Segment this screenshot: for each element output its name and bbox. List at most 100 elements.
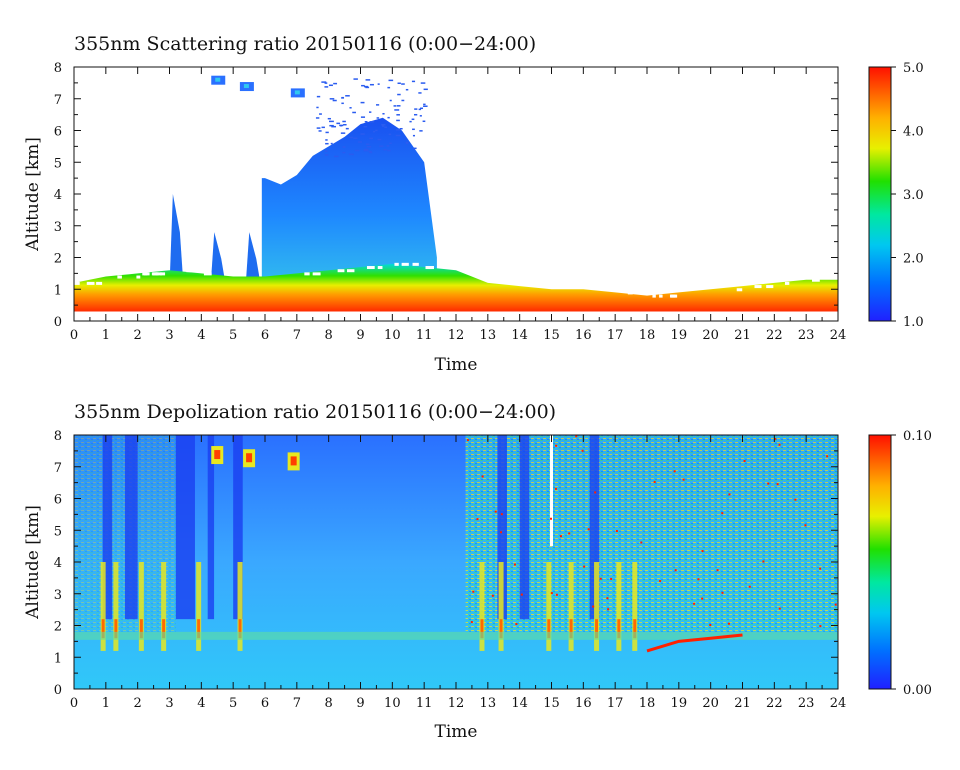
x-tick-label: 23 [798, 328, 815, 343]
depol-speck [476, 518, 479, 521]
cloud-speckle [325, 142, 329, 145]
cloud-speckle [375, 129, 378, 132]
y-tick-label: 2 [54, 252, 62, 267]
x-tick-label: 20 [702, 328, 719, 343]
cloud-speckle [332, 99, 337, 102]
colorbar-tick-label: 4.0 [903, 125, 924, 140]
cloud-layer [261, 117, 437, 280]
cloud-speckle [318, 130, 322, 132]
depol-speck [794, 498, 797, 501]
cloud-speckle [405, 88, 409, 91]
cloud-speckle [325, 139, 328, 141]
layer-gap [659, 294, 663, 298]
depol-speck [819, 625, 822, 628]
depol-patch-core [290, 456, 297, 466]
cloud-speckle [329, 120, 334, 123]
layer-gap [96, 281, 103, 285]
cloud-speckle [377, 138, 382, 141]
y-tick-label: 0 [54, 683, 62, 698]
cloud-speckle [366, 143, 370, 145]
depol-streak [113, 562, 119, 651]
x-tick-label: 24 [830, 328, 847, 343]
cloud-speckle [342, 120, 346, 123]
depol-streak-core [480, 619, 484, 639]
y-tick-label: 6 [54, 125, 62, 140]
cloud-speckle [389, 99, 392, 102]
cloud-speckle [393, 105, 397, 107]
cloud-speckle [353, 78, 358, 80]
depol-speck [520, 593, 523, 596]
cloud-speckle [330, 142, 333, 145]
cloud-speckle [336, 122, 341, 125]
x-tick-label: 22 [766, 328, 783, 343]
cloud-speckle [369, 111, 372, 113]
depol-speck [515, 623, 518, 626]
x-tick-label: 15 [543, 696, 560, 711]
cloud-speckle [397, 82, 401, 85]
depol-speck [583, 565, 586, 568]
depol-speck [587, 528, 590, 531]
x-axis-label-1: Time [435, 355, 478, 375]
colorbar-tick-label: 1.0 [903, 315, 924, 330]
layer-gap [754, 285, 762, 289]
y-tick-label: 3 [54, 220, 62, 235]
x-tick-label: 13 [480, 328, 497, 343]
aerosol-plume [169, 194, 183, 277]
depol-speck [500, 531, 503, 534]
y-axis-label-1: Altitude [km] [23, 137, 43, 252]
y-tick-label: 5 [54, 156, 62, 171]
depol-streak [161, 562, 167, 651]
layer-gap [669, 294, 678, 298]
depol-speck [728, 493, 731, 496]
layer-gap [412, 262, 419, 266]
depol-speck [653, 480, 656, 483]
high-cloud-core [215, 77, 221, 82]
layer-gap [766, 285, 774, 289]
cloud-speckle [375, 104, 380, 106]
colorbar-tick-label: 0.10 [903, 429, 932, 444]
depol-speck [674, 569, 677, 572]
depol-streak-core [238, 619, 242, 639]
depol-streak-core [197, 619, 201, 639]
x-tick-label: 17 [607, 328, 624, 343]
cloud-speckle [365, 79, 371, 81]
missing-data-line [550, 435, 553, 547]
depol-speck [716, 569, 719, 572]
cloud-speckle [343, 123, 347, 126]
layer-gap [186, 269, 192, 273]
depol-speck [607, 608, 610, 611]
layer-gap [155, 272, 162, 276]
cloud-speckle [387, 116, 390, 119]
cloud-speckle [376, 117, 380, 119]
high-cloud-core [243, 84, 249, 89]
cloud-speckle [365, 86, 370, 89]
depol-speck [721, 512, 724, 515]
depol-speck [727, 622, 730, 625]
depolarization-ratio-panel: 355nm Depolization ratio 20150116 (0:00−… [23, 401, 932, 742]
depol-speck [491, 594, 494, 597]
depol-speck [682, 478, 685, 481]
cloud-speckle [341, 97, 345, 99]
cloud-speckle [423, 105, 428, 107]
layer-gap [227, 272, 236, 276]
cloud-speckle [394, 109, 400, 111]
cloud-speckle [342, 146, 346, 148]
colorbar-tick-label: 3.0 [903, 188, 924, 203]
depol-speck [659, 580, 662, 583]
cloud-speckle [369, 83, 374, 86]
cloud-speckle [389, 142, 392, 145]
x-tick-label: 14 [511, 696, 528, 711]
cloud-speckle [328, 84, 333, 87]
x-tick-label: 16 [575, 696, 592, 711]
x-tick-label: 24 [830, 696, 847, 711]
depol-speck [472, 590, 475, 593]
x-axis-label-2: Time [435, 722, 478, 742]
depol-streak-core [162, 619, 166, 639]
layer-gap [784, 281, 790, 285]
x-tick-label: 2 [134, 696, 142, 711]
x-tick-label: 5 [229, 696, 237, 711]
colorbar-tick-label: 2.0 [903, 252, 924, 267]
colorbar-1-ticks: 1.0 2.0 3.0 4.0 5.0 [891, 61, 924, 330]
depol-streak [237, 562, 243, 651]
cloud-speckle [363, 85, 369, 88]
